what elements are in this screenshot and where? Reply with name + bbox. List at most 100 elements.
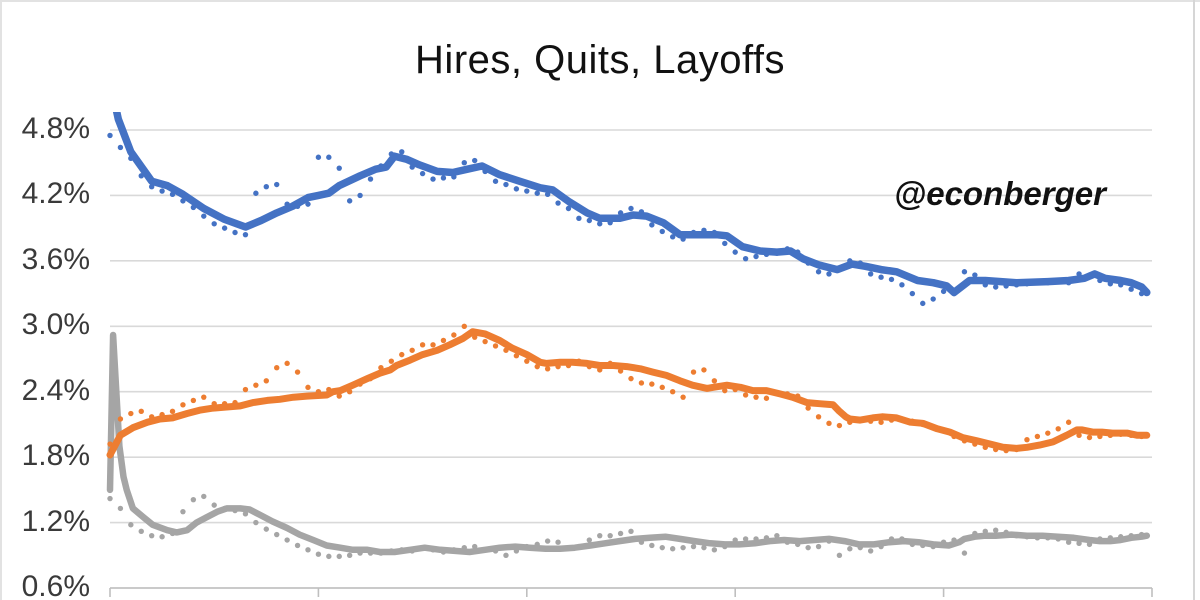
data-dot (138, 408, 144, 415)
data-dot (326, 553, 332, 560)
data-dot (544, 366, 551, 372)
data-dot (492, 178, 499, 184)
data-dot (826, 420, 832, 427)
data-dot (826, 271, 832, 277)
data-dot (201, 213, 207, 219)
data-dot (993, 284, 999, 290)
data-dot (815, 543, 822, 550)
data-dot (805, 544, 811, 551)
data-dot (305, 384, 311, 391)
data-dot (680, 544, 686, 551)
y-axis-tick-label: 4.8% (21, 111, 90, 145)
data-dot (753, 394, 759, 400)
data-dot (638, 380, 645, 386)
data-dot (128, 410, 134, 417)
data-dot (701, 544, 707, 551)
data-dot (534, 190, 540, 196)
data-dot (711, 378, 718, 384)
data-dot (1086, 434, 1093, 441)
data-dot (169, 408, 176, 415)
data-dot (274, 365, 280, 371)
data-dot (440, 337, 447, 344)
data-dot (117, 505, 124, 512)
y-axis-tick-label: 3.0% (21, 308, 90, 342)
data-dot (159, 188, 165, 194)
data-dot (722, 240, 728, 247)
series-line-hires (112, 112, 1151, 297)
data-dot (305, 547, 311, 553)
data-dot (544, 538, 551, 544)
data-dot (336, 393, 342, 399)
data-dot (649, 542, 655, 549)
data-dot (586, 217, 593, 224)
data-dot (669, 546, 676, 552)
data-dot (305, 201, 311, 207)
data-dot (159, 534, 165, 540)
y-axis-tick-label: 1.8% (21, 439, 90, 473)
data-dot (836, 552, 843, 558)
data-dot (1065, 539, 1072, 545)
data-dot (513, 186, 520, 192)
data-dot (878, 419, 884, 425)
data-dot (284, 360, 290, 367)
frame-border-left (0, 0, 2, 600)
data-dot (742, 392, 749, 398)
series-dots-layoffs (107, 493, 1145, 560)
data-dot (565, 205, 572, 212)
data-dot (242, 386, 249, 393)
data-dot (232, 229, 238, 236)
data-dot (815, 414, 822, 420)
data-dot (940, 288, 947, 295)
data-dot (180, 508, 186, 515)
data-dot (972, 272, 978, 278)
data-dot (867, 548, 874, 554)
series-layoffs (106, 331, 1151, 560)
data-dot (388, 358, 395, 364)
data-dot (607, 532, 613, 539)
data-dot (503, 181, 509, 188)
data-dot (346, 552, 353, 558)
data-dot (419, 342, 426, 348)
frame-border-top (0, 0, 1200, 2)
y-axis-tick-label: 4.2% (21, 177, 90, 211)
data-dot (628, 528, 634, 534)
data-dot (649, 381, 655, 387)
data-dot (336, 553, 342, 560)
data-dot (211, 221, 217, 227)
data-dot (117, 144, 124, 151)
data-dot (555, 539, 561, 545)
data-dot (294, 369, 301, 375)
data-dot (211, 502, 217, 508)
data-dot (430, 176, 436, 182)
data-dot (242, 511, 249, 517)
data-dot (628, 205, 634, 212)
data-dot (190, 496, 197, 503)
data-dot (284, 537, 290, 543)
data-dot (1128, 286, 1134, 292)
data-dot (669, 389, 676, 395)
y-axis-tick-label: 1.2% (21, 504, 90, 538)
data-dot (451, 332, 457, 338)
data-dot (461, 160, 467, 166)
data-dot (294, 542, 301, 549)
data-dot (346, 198, 353, 204)
data-dot (399, 351, 405, 358)
data-dot (847, 546, 853, 552)
data-dot (878, 274, 884, 280)
data-dot (742, 255, 749, 262)
data-dot (867, 271, 874, 277)
data-dot (336, 165, 342, 171)
data-dot (680, 394, 686, 400)
data-dot (138, 528, 144, 534)
data-dot (1055, 426, 1061, 432)
data-dot (763, 395, 770, 401)
data-dot (148, 532, 155, 539)
data-dot (617, 530, 624, 537)
data-dot (1065, 419, 1072, 425)
data-dot (503, 552, 509, 558)
data-dot (253, 190, 259, 196)
x-axis (109, 587, 1153, 597)
data-dot (263, 183, 269, 190)
data-dot (1045, 430, 1051, 436)
